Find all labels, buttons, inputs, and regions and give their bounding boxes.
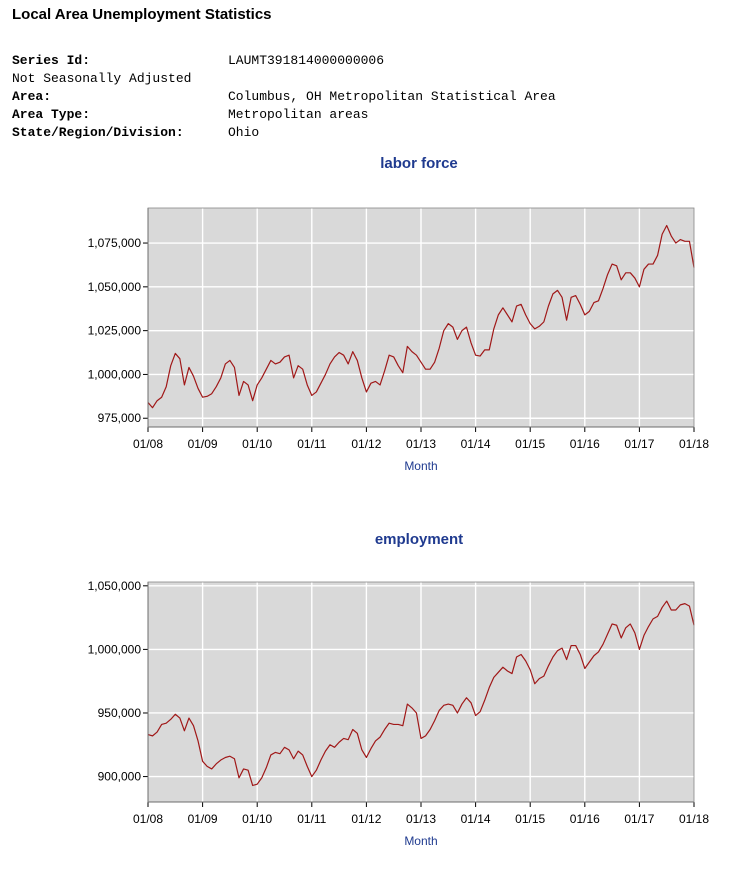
y-tick-label: 1,050,000 — [88, 280, 142, 294]
y-tick-label: 950,000 — [98, 706, 142, 720]
series-metadata: Series Id: LAUMT391814000000006 Not Seas… — [12, 52, 556, 142]
page-title: Local Area Unemployment Statistics — [12, 6, 272, 23]
y-tick-label: 900,000 — [98, 770, 142, 784]
employment-chart-title: employment — [374, 531, 464, 548]
area-type-row: Area Type: Metropolitan areas — [12, 106, 368, 124]
labor-force-chart: 01/08 01/09 01/10 01/11 01/12 01/13 01/14 01/15… — [88, 207, 709, 473]
x-tick-label: 01/11 — [297, 812, 326, 826]
x-tick-label: 01/08 — [133, 437, 163, 451]
area-type-label: Area Type: — [12, 107, 91, 122]
x-tick-label: 01/12 — [351, 812, 381, 826]
x-tick-label: 01/14 — [461, 812, 491, 826]
x-tick-label: 01/09 — [188, 812, 218, 826]
x-axis-label: Month — [404, 834, 437, 848]
area-type-value: Metropolitan areas — [228, 107, 369, 122]
x-tick-label: 01/17 — [624, 437, 654, 451]
x-tick-label: 01/10 — [242, 812, 272, 826]
x-tick-label: 01/13 — [406, 812, 436, 826]
x-tick-label: 01/10 — [242, 437, 272, 451]
y-tick-label: 1,000,000 — [88, 367, 142, 381]
x-tick-label: 01/18 — [679, 812, 709, 826]
series-id-value: LAUMT391814000000006 — [228, 53, 385, 68]
area-label: Area: — [12, 89, 52, 104]
x-tick-label: 01/17 — [624, 812, 654, 826]
state-label: State/Region/Division: — [12, 125, 184, 140]
x-tick-label: 01/15 — [515, 812, 545, 826]
x-tick-label: 01/11 — [297, 437, 326, 451]
adjustment-row: Not Seasonally Adjusted — [12, 70, 191, 88]
x-tick-label: 01/12 — [351, 437, 381, 451]
x-tick-label: 01/16 — [570, 437, 600, 451]
x-tick-label: 01/16 — [570, 812, 600, 826]
x-tick-label: 01/18 — [679, 437, 709, 451]
series-line — [147, 600, 695, 787]
y-tick-label: 1,025,000 — [88, 324, 142, 338]
x-tick-label: 01/09 — [188, 437, 218, 451]
adjustment-text: Not Seasonally Adjusted — [12, 71, 192, 86]
x-tick-label: 01/15 — [515, 437, 545, 451]
state-value: Ohio — [228, 125, 260, 140]
x-tick-label: 01/08 — [133, 812, 163, 826]
series-line — [147, 224, 695, 409]
series-id-row: Series Id: LAUMT391814000000006 — [12, 52, 384, 70]
plot-border — [147, 207, 695, 428]
y-tick-label: 1,075,000 — [88, 236, 142, 250]
area-value: Columbus, OH Metropolitan Statistical Ar… — [228, 89, 556, 104]
state-row: State/Region/Division: Ohio — [12, 124, 259, 142]
y-tick-label: 975,000 — [98, 411, 142, 425]
labor-force-chart-title: labor force — [380, 155, 458, 172]
x-tick-label: 01/14 — [461, 437, 491, 451]
series-id-label: Series Id: — [12, 53, 91, 68]
x-tick-label: 01/13 — [406, 437, 436, 451]
x-axis-label: Month — [404, 459, 437, 473]
y-tick-label: 1,050,000 — [88, 579, 142, 593]
y-tick-label: 1,000,000 — [88, 642, 142, 656]
area-row: Area: Columbus, OH Metropolitan Statisti… — [12, 88, 556, 106]
plot-border — [147, 581, 695, 803]
